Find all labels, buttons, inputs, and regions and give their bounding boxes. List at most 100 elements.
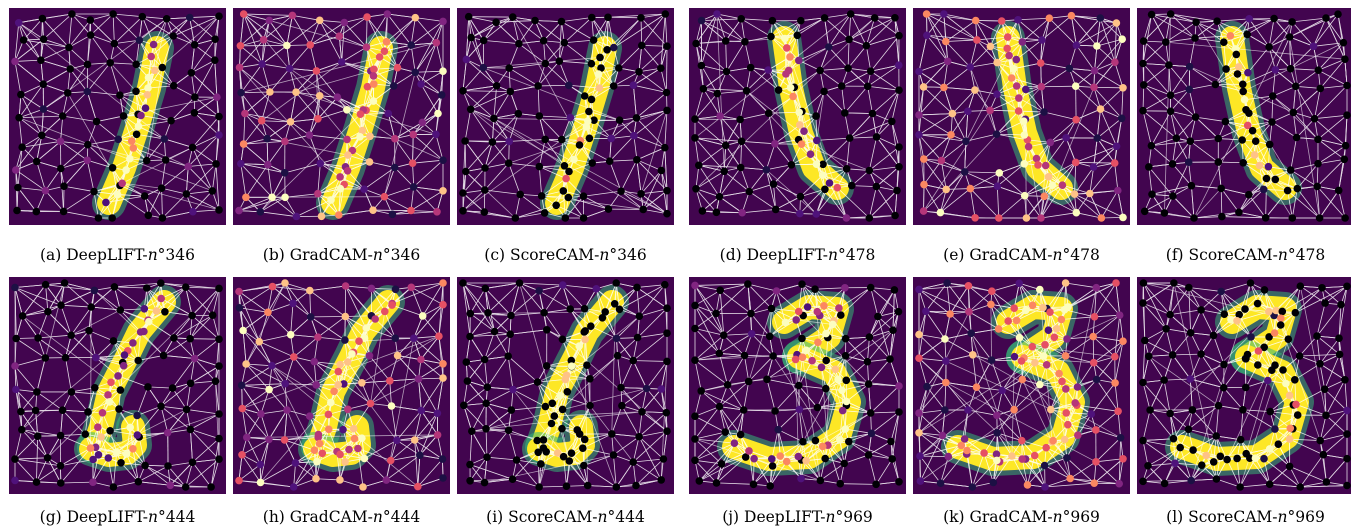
graph-node: [181, 283, 190, 291]
graph-node: [1040, 108, 1048, 116]
graph-node: [1314, 135, 1322, 144]
graph-node: [565, 81, 573, 90]
graph-node: [13, 206, 21, 215]
graph-node: [459, 279, 467, 287]
graph-node: [61, 353, 70, 362]
graph-node: [1003, 33, 1012, 41]
graph-node: [998, 386, 1007, 395]
graph-node: [89, 478, 97, 486]
graph-node: [67, 331, 75, 339]
graph-node: [314, 189, 322, 198]
graph-node: [993, 90, 1001, 98]
graph-node: [265, 385, 273, 394]
graph-node: [630, 131, 638, 140]
graph-node: [83, 60, 92, 69]
graph-node: [94, 423, 102, 431]
graph-node: [543, 326, 551, 334]
graph-node: [515, 279, 524, 287]
graph-node: [1046, 138, 1055, 147]
graph-node: [119, 112, 128, 120]
graph-node: [126, 423, 134, 432]
graph-node: [1162, 38, 1170, 46]
graph-node: [1343, 406, 1351, 415]
graph-node: [66, 65, 74, 73]
graph-image-a: [9, 8, 226, 225]
graph-node: [407, 283, 416, 292]
graph-node: [746, 63, 755, 72]
graph-node: [597, 64, 605, 72]
graph-node: [1144, 462, 1152, 470]
graph-node: [1046, 308, 1054, 316]
graph-node: [1064, 420, 1072, 429]
graph-node: [67, 388, 76, 396]
graph-node: [1214, 158, 1223, 166]
graph-node: [712, 479, 721, 487]
graph-node: [915, 131, 923, 139]
graph-node: [964, 282, 973, 290]
graph-node: [408, 159, 417, 167]
graph-node: [1022, 85, 1030, 94]
graph-node: [417, 80, 425, 88]
graph-node: [556, 391, 564, 400]
graph-node: [583, 361, 591, 369]
graph-node: [504, 352, 512, 360]
graph-node: [343, 358, 352, 366]
graph-node: [1039, 303, 1047, 312]
graph-node: [747, 309, 755, 318]
graph-node: [1335, 334, 1343, 342]
graph-node: [1111, 352, 1119, 361]
graph-node: [371, 315, 379, 323]
graph-node: [375, 53, 384, 61]
graph-node: [558, 135, 566, 144]
graph-node: [558, 405, 567, 414]
graph-node: [37, 56, 45, 64]
graph-node: [1018, 38, 1027, 46]
caption-i: (i) ScoreCAM-n°444: [486, 508, 645, 526]
graph-node: [865, 166, 874, 175]
graph-node: [462, 55, 471, 64]
graph-node: [1214, 134, 1223, 143]
graph-node: [1036, 59, 1045, 67]
graph-node: [434, 109, 442, 118]
graph-node: [143, 284, 151, 292]
graph-node: [1238, 136, 1246, 144]
graph-node: [1060, 435, 1069, 444]
graph-node: [480, 355, 489, 364]
graph-node: [579, 444, 587, 452]
graph-node: [800, 127, 808, 135]
graph-node: [312, 67, 321, 75]
graph-node: [581, 335, 589, 344]
graph-node: [601, 308, 609, 316]
panel-j: [689, 277, 906, 494]
graph-node: [91, 384, 99, 392]
graph-node: [1071, 399, 1079, 407]
graph-node: [86, 444, 95, 452]
graph-node: [1335, 350, 1344, 359]
graph-node: [1024, 142, 1033, 151]
graph-node: [833, 183, 842, 192]
graph-node: [657, 166, 666, 175]
graph-node: [802, 457, 810, 465]
graph-node: [1186, 329, 1195, 337]
graph-node: [1291, 376, 1299, 384]
graph-node: [1245, 190, 1253, 199]
graph-node: [1038, 36, 1046, 44]
graph-node: [158, 63, 167, 72]
graph-node: [1139, 378, 1147, 387]
graph-node: [168, 384, 177, 392]
graph-node: [285, 64, 294, 73]
graph-node: [657, 64, 665, 72]
graph-node: [360, 454, 369, 463]
graph-node: [15, 113, 23, 122]
graph-node: [1072, 208, 1081, 217]
graph-node: [842, 165, 851, 173]
graph-node: [90, 286, 99, 295]
graph-node: [407, 41, 415, 49]
graph-node: [915, 429, 923, 437]
graph-node: [164, 462, 172, 470]
graph-node: [659, 455, 668, 463]
graph-node: [370, 65, 378, 74]
graph-node: [1291, 308, 1300, 317]
graph-node: [32, 478, 41, 486]
graph-node: [85, 326, 93, 335]
